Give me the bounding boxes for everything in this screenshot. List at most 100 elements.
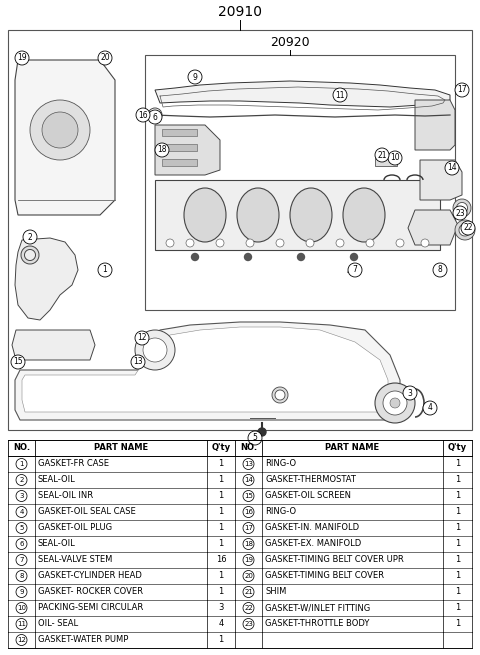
Text: ▲: ▲ [348, 267, 353, 273]
Text: 3: 3 [408, 388, 412, 398]
Text: RING-O: RING-O [265, 508, 296, 517]
Circle shape [248, 431, 262, 445]
Circle shape [16, 474, 27, 485]
Circle shape [348, 263, 362, 277]
Text: 3: 3 [19, 493, 24, 499]
Text: 1: 1 [455, 491, 460, 500]
Text: GASKET-TIMING BELT COVER: GASKET-TIMING BELT COVER [265, 572, 384, 580]
Circle shape [98, 51, 112, 65]
Circle shape [11, 355, 25, 369]
Text: 1: 1 [455, 508, 460, 517]
Text: 1: 1 [455, 588, 460, 597]
Circle shape [243, 586, 254, 597]
Text: 2: 2 [28, 233, 32, 242]
Text: Q'ty: Q'ty [448, 443, 467, 453]
Circle shape [16, 555, 27, 565]
Circle shape [445, 161, 459, 175]
Circle shape [336, 239, 344, 247]
Polygon shape [15, 238, 78, 320]
Ellipse shape [237, 188, 279, 242]
Text: GASKET-W/INLET FITTING: GASKET-W/INLET FITTING [265, 603, 370, 612]
Text: GASKET- ROCKER COVER: GASKET- ROCKER COVER [38, 588, 143, 597]
Circle shape [298, 253, 304, 261]
Text: 4: 4 [428, 403, 432, 413]
Text: PART NAME: PART NAME [325, 443, 380, 453]
Circle shape [16, 571, 27, 582]
Circle shape [433, 263, 447, 277]
Circle shape [243, 506, 254, 517]
Text: 3: 3 [218, 603, 224, 612]
Text: 16: 16 [138, 111, 148, 119]
Text: 15: 15 [13, 358, 23, 367]
Circle shape [131, 355, 145, 369]
Text: 1: 1 [19, 461, 24, 467]
Circle shape [16, 586, 27, 597]
Text: 7: 7 [353, 265, 358, 274]
Circle shape [16, 635, 27, 645]
Text: NO.: NO. [240, 443, 257, 453]
Text: 23: 23 [455, 208, 465, 217]
Text: 20920: 20920 [270, 35, 310, 48]
Text: 1: 1 [218, 540, 224, 548]
Text: 1: 1 [455, 603, 460, 612]
Text: RING-O: RING-O [265, 460, 296, 468]
Polygon shape [155, 81, 450, 107]
Circle shape [258, 428, 266, 436]
Text: 1: 1 [218, 588, 224, 597]
Text: 5: 5 [252, 434, 257, 443]
Circle shape [186, 239, 194, 247]
Polygon shape [408, 210, 458, 245]
Text: 20: 20 [100, 54, 110, 62]
Polygon shape [420, 160, 462, 200]
Polygon shape [22, 327, 388, 412]
Text: GASKET-THROTTLE BODY: GASKET-THROTTLE BODY [265, 620, 370, 629]
Circle shape [388, 151, 402, 165]
Circle shape [155, 143, 169, 157]
Circle shape [396, 239, 404, 247]
Circle shape [243, 618, 254, 629]
Bar [162, 144, 197, 151]
Circle shape [375, 148, 389, 162]
Circle shape [243, 458, 254, 470]
Text: GASKET-TIMING BELT COVER UPR: GASKET-TIMING BELT COVER UPR [265, 555, 404, 565]
Text: 8: 8 [19, 573, 24, 579]
Circle shape [243, 555, 254, 565]
Text: 22: 22 [244, 605, 253, 611]
Text: 9: 9 [192, 73, 197, 81]
Text: 1: 1 [455, 540, 460, 548]
Text: 17: 17 [244, 525, 253, 531]
Text: 1: 1 [218, 572, 224, 580]
Text: SEAL-OIL: SEAL-OIL [38, 540, 76, 548]
Text: 11: 11 [335, 90, 345, 100]
Circle shape [366, 239, 374, 247]
Text: PACKING-SEMI CIRCULAR: PACKING-SEMI CIRCULAR [38, 603, 143, 612]
Ellipse shape [343, 188, 385, 242]
Polygon shape [15, 60, 115, 215]
Text: 13: 13 [133, 358, 143, 367]
Polygon shape [15, 322, 400, 420]
Text: 18: 18 [244, 541, 253, 547]
Text: 7: 7 [19, 557, 24, 563]
Text: SHIM: SHIM [265, 588, 287, 597]
Circle shape [333, 88, 347, 102]
Circle shape [16, 458, 27, 470]
Circle shape [148, 110, 162, 124]
Polygon shape [415, 100, 455, 150]
Text: 1: 1 [455, 523, 460, 533]
Text: 1: 1 [455, 620, 460, 629]
Circle shape [244, 253, 252, 261]
Circle shape [42, 112, 78, 148]
Text: 14: 14 [447, 164, 457, 172]
Text: 1: 1 [455, 460, 460, 468]
Text: 9: 9 [19, 589, 24, 595]
Text: 20: 20 [244, 573, 253, 579]
Circle shape [421, 239, 429, 247]
Circle shape [243, 523, 254, 534]
Text: GASKET-EX. MANIFOLD: GASKET-EX. MANIFOLD [265, 540, 361, 548]
Text: OIL- SEAL: OIL- SEAL [38, 620, 78, 629]
Text: 19: 19 [244, 557, 253, 563]
Circle shape [390, 398, 400, 408]
Text: 1: 1 [218, 476, 224, 485]
Text: 13: 13 [244, 461, 253, 467]
Text: 10: 10 [17, 605, 26, 611]
